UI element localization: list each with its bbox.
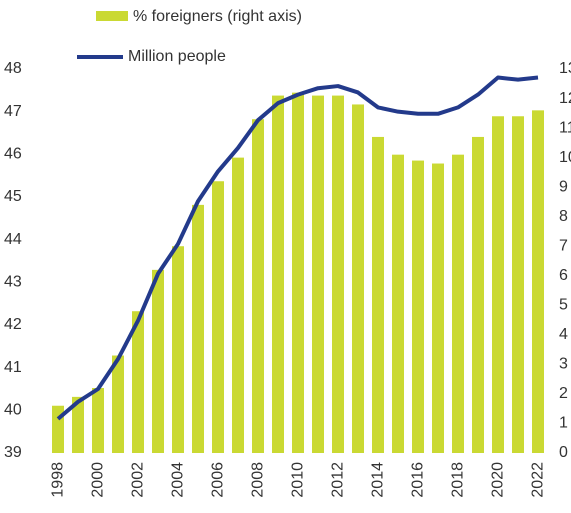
bar (132, 311, 144, 453)
bar (192, 204, 204, 453)
y-tick-label: 40 (4, 402, 22, 419)
bar (172, 246, 184, 453)
x-tick-label: 2014 (370, 462, 387, 498)
y-tick-label: 39 (4, 444, 22, 461)
legend-label: Million people (128, 48, 226, 65)
x-tick-label: 2008 (250, 462, 267, 498)
bar (512, 116, 524, 453)
bar (152, 269, 164, 453)
bar (272, 95, 284, 453)
y-tick-label: 48 (4, 60, 22, 77)
bar (312, 95, 324, 453)
x-tick-label: 2006 (210, 462, 227, 498)
x-tick-label: 2012 (330, 462, 347, 498)
bar (392, 154, 404, 453)
bar (492, 116, 504, 453)
bar (372, 136, 384, 453)
x-tick-label: 2010 (290, 462, 307, 498)
y2-tick-label: 3 (559, 356, 568, 373)
x-tick-label: 2000 (90, 462, 107, 498)
y2-tick-label: 13 (559, 60, 571, 77)
y-tick-label: 47 (4, 103, 22, 120)
bar (112, 355, 124, 453)
bar (212, 181, 224, 453)
x-tick-label: 2002 (130, 462, 147, 498)
y2-tick-label: 8 (559, 208, 568, 225)
bar (412, 160, 424, 454)
y2-tick-label: 7 (559, 237, 568, 254)
bar (72, 396, 84, 453)
x-tick-label: 2022 (530, 462, 547, 498)
y-tick-label: 44 (4, 231, 22, 248)
y2-tick-label: 10 (559, 149, 571, 166)
bar (532, 110, 544, 453)
y-tick-label: 43 (4, 274, 22, 291)
legend-swatch (96, 11, 128, 21)
y2-tick-label: 2 (559, 385, 568, 402)
bar (352, 104, 364, 453)
y2-tick-label: 1 (559, 415, 568, 432)
bar (232, 157, 244, 453)
bar (292, 92, 304, 453)
y2-tick-label: 9 (559, 178, 568, 195)
y2-tick-label: 11 (559, 119, 571, 136)
x-tick-label: 2016 (410, 462, 427, 498)
y-tick-label: 42 (4, 316, 22, 333)
x-tick-label: 2004 (170, 462, 187, 498)
bar (332, 95, 344, 453)
bar (252, 119, 264, 453)
y-tick-label: 46 (4, 146, 22, 163)
y2-tick-label: 4 (559, 326, 568, 343)
y-tick-label: 45 (4, 188, 22, 205)
y2-tick-label: 6 (559, 267, 568, 284)
bar (432, 163, 444, 453)
line (56, 75, 539, 421)
y2-tick-label: 5 (559, 297, 568, 314)
bar (92, 388, 104, 453)
y2-tick-label: 0 (559, 444, 568, 461)
y2-tick-label: 12 (559, 90, 571, 107)
legend-label: % foreigners (right axis) (133, 8, 302, 25)
bar (452, 154, 464, 453)
bar (472, 136, 484, 453)
x-tick-label: 2020 (490, 462, 507, 498)
y-tick-label: 41 (4, 359, 22, 376)
x-tick-label: 2018 (450, 462, 467, 498)
x-tick-label: 1998 (50, 462, 67, 498)
